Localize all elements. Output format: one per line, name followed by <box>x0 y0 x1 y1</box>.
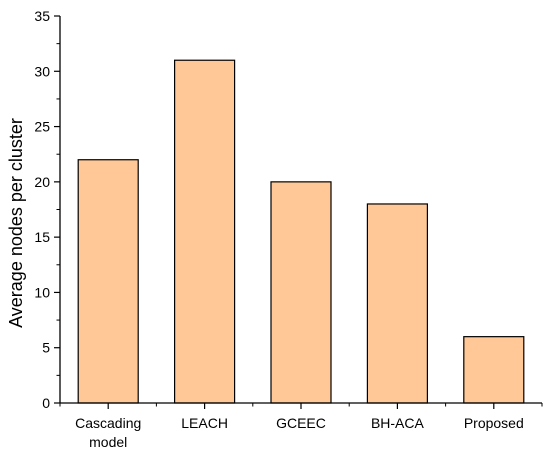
x-category-label-line: Cascading <box>75 415 141 431</box>
y-tick-label: 5 <box>42 340 50 356</box>
axes-layer <box>54 15 543 409</box>
y-tick-label: 30 <box>34 63 50 79</box>
bars-layer <box>77 59 525 404</box>
x-category-label: BH-ACA <box>371 415 425 431</box>
x-category-label: LEACH <box>181 415 228 431</box>
bar <box>77 159 139 404</box>
y-tick-label: 20 <box>34 174 50 190</box>
x-category-label-line: BH-ACA <box>371 415 425 431</box>
x-category-label-line: model <box>89 434 127 450</box>
bar <box>270 181 332 404</box>
bar <box>174 59 236 404</box>
x-category-label: Proposed <box>464 415 524 431</box>
x-category-label-line: Proposed <box>464 415 524 431</box>
x-category-label-line: GCEEC <box>276 415 326 431</box>
y-tick-label: 15 <box>34 229 50 245</box>
bar <box>366 203 428 404</box>
y-tick-label: 25 <box>34 119 50 135</box>
y-axis-title: Average nodes per cluster <box>6 118 26 328</box>
x-category-label-line: LEACH <box>181 415 228 431</box>
y-tick-label: 10 <box>34 284 50 300</box>
labels-layer: 0 5 10 15 20 25 30 35 Cascading model LEACH GCEEC BH… <box>34 8 523 450</box>
x-category-label: Cascading model <box>75 415 141 450</box>
y-tick-label: 35 <box>34 8 50 24</box>
x-category-label: GCEEC <box>276 415 326 431</box>
bar <box>463 336 525 404</box>
y-tick-label: 0 <box>42 395 50 411</box>
